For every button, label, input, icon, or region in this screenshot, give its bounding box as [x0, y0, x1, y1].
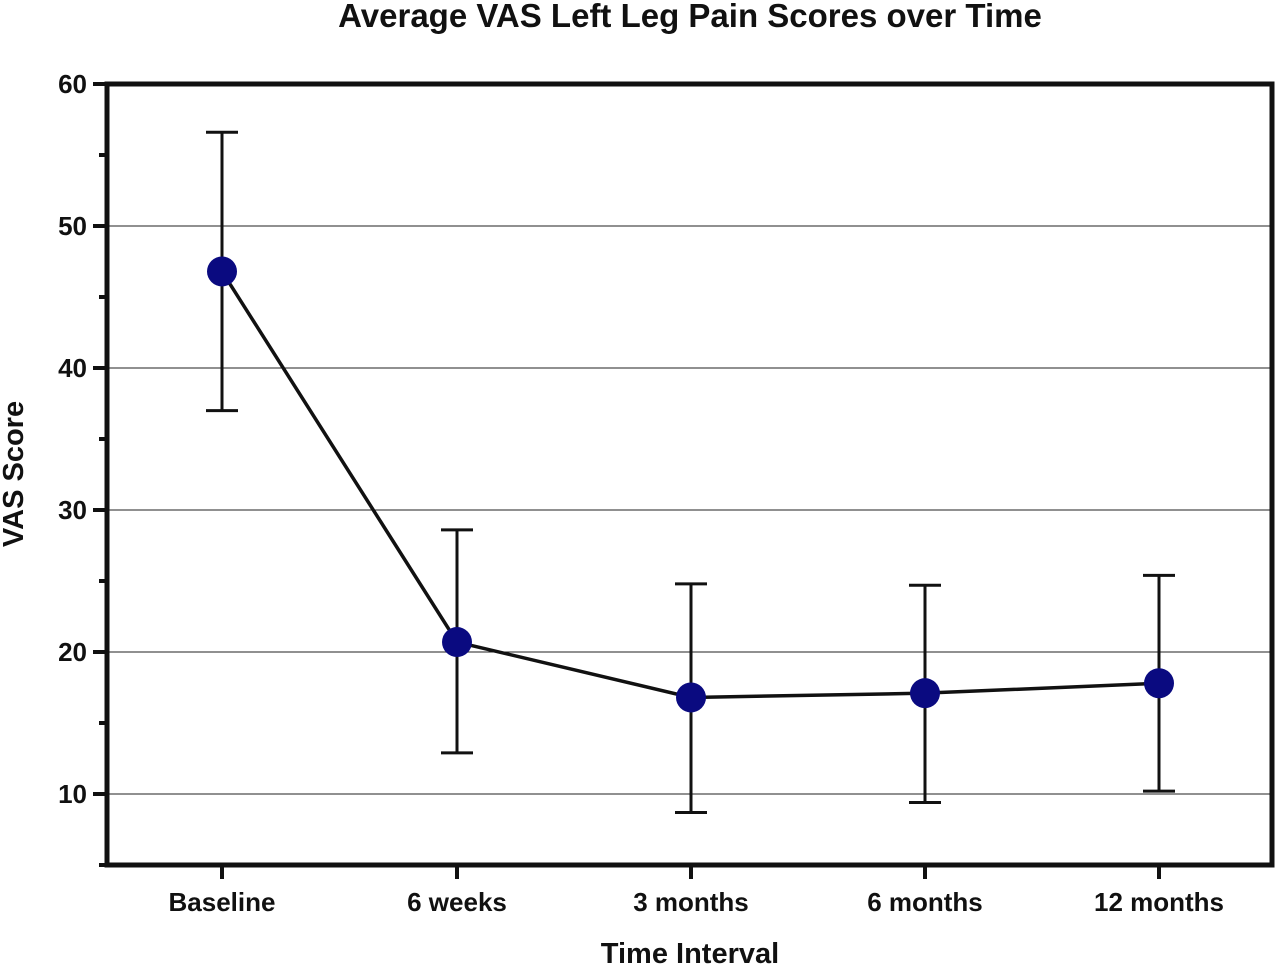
- y-tick-label-50: 50: [58, 211, 87, 241]
- error-bars: [206, 130, 1175, 814]
- x-tick-label-3: 6 months: [867, 887, 983, 917]
- data-points: [207, 256, 1174, 713]
- x-tick-label-0: Baseline: [169, 887, 276, 917]
- y-axis-label: VAS Score: [0, 401, 30, 547]
- x-axis-tick-labels: Baseline 6 weeks 3 months 6 months 12 months: [169, 887, 1224, 917]
- x-axis-ticks: [220, 865, 1161, 879]
- y-tick-label-40: 40: [58, 353, 87, 383]
- data-point-2: [676, 682, 706, 713]
- y-axis-tick-labels: 10 20 30 40 50 60: [58, 69, 87, 809]
- x-tick-label-4: 12 months: [1094, 887, 1224, 917]
- y-tick-label-30: 30: [58, 495, 87, 525]
- y-axis-ticks: [93, 82, 107, 867]
- x-axis-label: Time Interval: [601, 938, 779, 966]
- data-point-1: [442, 627, 472, 658]
- x-tick-label-2: 3 months: [633, 887, 749, 917]
- data-point-3: [910, 678, 940, 709]
- gridlines: [107, 225, 1272, 795]
- data-point-0: [207, 256, 237, 287]
- y-tick-label-20: 20: [58, 637, 87, 667]
- data-point-4: [1144, 668, 1174, 699]
- y-tick-label-10: 10: [58, 779, 87, 809]
- chart-title: Average VAS Left Leg Pain Scores over Ti…: [338, 0, 1042, 34]
- x-tick-label-1: 6 weeks: [407, 887, 507, 917]
- y-tick-label-60: 60: [58, 69, 87, 99]
